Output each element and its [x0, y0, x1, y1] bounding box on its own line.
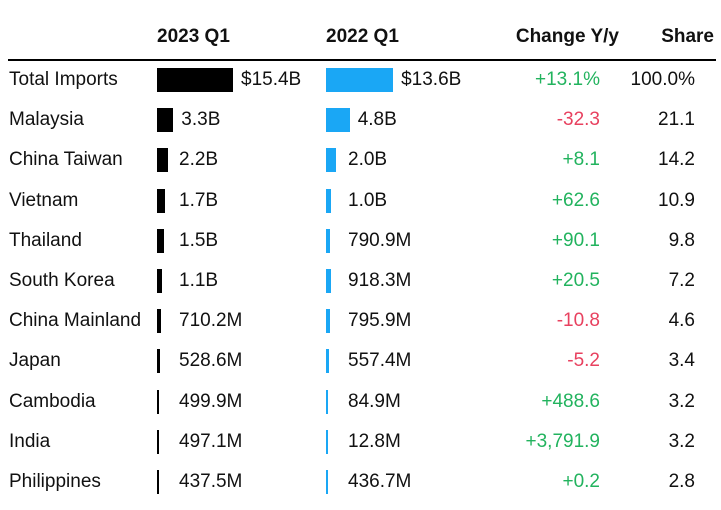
value-label-2023: 499.9M: [179, 390, 243, 412]
value-label-2023: 3.3B: [181, 109, 221, 131]
country-name: Philippines: [9, 471, 101, 492]
country-name: South Korea: [9, 270, 115, 291]
value-label-2022: 918.3M: [348, 270, 412, 291]
share-value: 3.4: [668, 350, 695, 372]
country-name: Total Imports: [9, 69, 118, 90]
change-value: +0.2: [562, 471, 600, 492]
bar-2022: [326, 429, 328, 454]
value-label-2022: 4.8B: [357, 109, 397, 131]
bar-2023: [157, 470, 160, 494]
value-label-2022: 1.0B: [348, 189, 388, 211]
value-label-2022: 84.9M: [348, 390, 401, 412]
header-rule: [8, 59, 716, 61]
bar-2022: [326, 389, 328, 414]
bar-2023: [157, 269, 163, 293]
table-row: India 497.1M 12.8M +3,791.9 3.2: [0, 422, 721, 462]
table-row: China Mainland 710.2M 795.9M -10.8 4.6: [0, 301, 721, 341]
share-value: 21.1: [658, 109, 695, 131]
change-value: -5.2: [567, 350, 600, 372]
change-value: +62.6: [551, 189, 600, 211]
value-label-2023: 1.5B: [179, 229, 219, 251]
country-name: China Mainland: [9, 310, 142, 332]
bar-2023: [157, 108, 174, 133]
table-row: Philippines 437.5M 436.7M +0.2 2.8: [0, 462, 721, 502]
share-value: 14.2: [658, 149, 695, 171]
bar-2022: [326, 148, 336, 173]
table-row: Japan 528.6M 557.4M -5.2 3.4: [0, 341, 721, 381]
change-value: +13.1%: [535, 69, 600, 90]
value-label-2022: 12.8M: [348, 430, 401, 452]
table-row: Thailand 1.5B 790.9M +90.1 9.8: [0, 221, 721, 261]
share-value: 3.2: [668, 430, 695, 452]
country-name: Malaysia: [9, 109, 84, 131]
table-row: China Taiwan 2.2B 2.0B +8.1 14.2: [0, 140, 721, 180]
value-label-2023: 710.2M: [179, 310, 243, 332]
value-label-2022: 2.0B: [348, 149, 388, 171]
change-value: +20.5: [551, 270, 600, 291]
bar-2022: [326, 228, 330, 253]
value-label-2023: 1.1B: [179, 270, 219, 291]
value-label-2022: 795.9M: [348, 310, 412, 332]
value-label-2022: 790.9M: [348, 229, 412, 251]
change-value: -32.3: [556, 109, 600, 131]
bar-2023: [157, 389, 160, 414]
table-row: South Korea 1.1B 918.3M +20.5 7.2: [0, 261, 721, 301]
value-label-2023: $15.4B: [241, 69, 302, 90]
bar-2022: [326, 68, 394, 92]
value-label-2023: 2.2B: [179, 149, 219, 171]
change-value: +3,791.9: [525, 430, 601, 452]
bar-2023: [157, 68, 233, 92]
share-value: 10.9: [658, 189, 695, 211]
bar-2022: [326, 188, 331, 213]
change-value: +488.6: [541, 390, 600, 412]
change-value: +90.1: [551, 229, 600, 251]
value-label-2022: 436.7M: [348, 471, 412, 492]
table-row: Malaysia 3.3B 4.8B -32.3 21.1: [0, 100, 721, 140]
bar-2022: [326, 470, 329, 494]
header-2023: 2023 Q1: [157, 26, 230, 47]
bar-2022: [326, 349, 329, 374]
share-value: 7.2: [668, 270, 695, 291]
share-value: 100.0%: [630, 69, 695, 90]
bar-2023: [157, 349, 160, 374]
country-name: China Taiwan: [9, 149, 123, 171]
value-label-2023: 497.1M: [179, 430, 243, 452]
share-value: 3.2: [668, 390, 695, 412]
bar-2023: [157, 188, 166, 213]
share-value: 2.8: [668, 471, 695, 492]
value-label-2023: 437.5M: [179, 471, 243, 492]
country-name: India: [9, 430, 51, 452]
country-name: Cambodia: [9, 390, 96, 412]
country-name: Vietnam: [9, 189, 79, 211]
header-2022: 2022 Q1: [326, 26, 399, 47]
value-label-2023: 1.7B: [179, 189, 219, 211]
value-label-2022: 557.4M: [348, 350, 412, 372]
value-label-2022: $13.6B: [401, 69, 462, 90]
bar-2023: [157, 148, 168, 173]
bar-2022: [326, 269, 331, 293]
value-label-2023: 528.6M: [179, 350, 243, 372]
header-share: Share: [661, 26, 714, 47]
country-name: Japan: [9, 350, 61, 372]
share-value: 4.6: [668, 310, 695, 332]
bar-2022: [326, 108, 350, 133]
table-row: Total Imports $15.4B $13.6B +13.1% 100.0%: [0, 60, 721, 100]
change-value: -10.8: [556, 310, 600, 332]
table-row: Cambodia 499.9M 84.9M +488.6 3.2: [0, 382, 721, 422]
bar-2023: [157, 228, 165, 253]
header-change: Change Y/y: [515, 26, 619, 47]
country-name: Thailand: [9, 229, 82, 251]
change-value: +8.1: [562, 149, 600, 171]
bar-2023: [157, 309, 161, 334]
bar-2022: [326, 309, 330, 334]
bar-2023: [157, 429, 160, 454]
share-value: 9.8: [668, 229, 695, 251]
table-row: Vietnam 1.7B 1.0B +62.6 10.9: [0, 181, 721, 221]
